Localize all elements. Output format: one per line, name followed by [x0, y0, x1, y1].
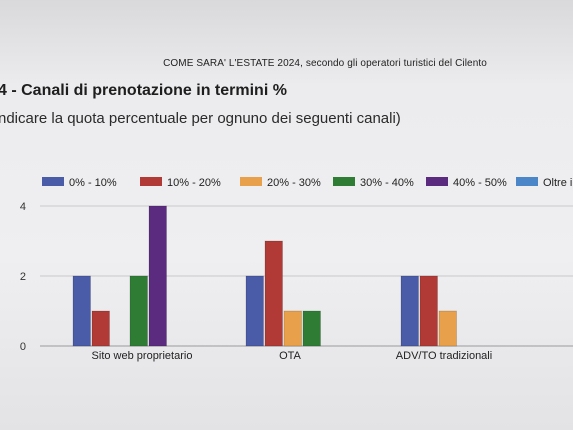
bar [438, 310, 457, 347]
legend-label: 20% - 30% [267, 177, 321, 189]
y-tick-label: 2 [20, 271, 26, 283]
legend-label: 0% - 10% [69, 177, 117, 189]
legend-swatch [426, 177, 448, 186]
bar [283, 310, 302, 347]
legend-swatch [140, 177, 162, 186]
section-title: 4 - Canali di prenotazione in termini % [0, 82, 287, 99]
legend-swatch [333, 177, 355, 186]
bar [148, 205, 167, 347]
bar [245, 275, 264, 347]
section-subtitle: ndicare la quota percentuale per ognuno … [0, 110, 401, 127]
y-tick-label: 0 [20, 341, 26, 353]
document-header: COME SARA' L'ESTATE 2024, secondo gli op… [163, 58, 487, 69]
legend-label: 40% - 50% [453, 177, 507, 189]
legend-swatch [516, 177, 538, 186]
bar [419, 275, 438, 347]
legend-label: 10% - 20% [167, 177, 221, 189]
bar [129, 275, 148, 347]
legend-label: Oltre i [543, 177, 572, 189]
bar [264, 240, 283, 347]
bar [91, 310, 110, 347]
legend-swatch [240, 177, 262, 186]
legend-label: 30% - 40% [360, 177, 414, 189]
x-tick-label: OTA [279, 350, 301, 362]
x-tick-label: ADV/TO tradizionali [396, 350, 492, 362]
legend-swatch [42, 177, 64, 186]
bar [400, 275, 419, 347]
y-tick-label: 4 [20, 201, 26, 213]
bar [72, 275, 91, 347]
x-tick-label: Sito web proprietario [92, 350, 193, 362]
bar [302, 310, 321, 347]
